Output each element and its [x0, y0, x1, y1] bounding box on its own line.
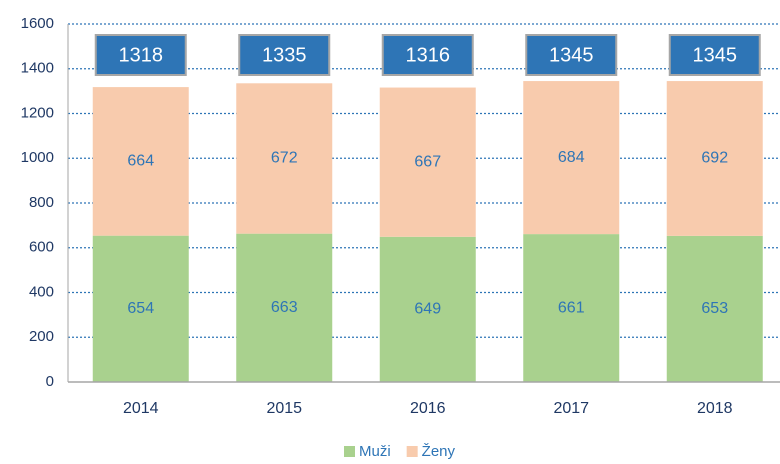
total-box — [668, 34, 761, 76]
bar-segment — [523, 81, 620, 235]
data-label: 664 — [127, 153, 154, 170]
total-label: 1318 — [119, 44, 164, 66]
legend-swatch — [344, 446, 355, 457]
data-label: 667 — [414, 153, 441, 170]
total-box — [238, 34, 331, 76]
x-tick-label: 2015 — [266, 400, 302, 417]
x-tick-label: 2017 — [553, 400, 589, 417]
bar-segment — [379, 87, 476, 237]
legend-label: Muži — [359, 443, 391, 460]
total-box — [94, 34, 187, 76]
bar-segment — [379, 236, 476, 382]
legend-swatch — [406, 446, 418, 457]
bar-segment — [523, 234, 620, 382]
bar-segment — [92, 235, 189, 382]
data-label: 661 — [558, 299, 585, 316]
bar-segment — [236, 83, 333, 234]
bar-segment — [666, 235, 763, 382]
y-tick-label: 600 — [29, 239, 54, 256]
x-tick-label: 2016 — [410, 400, 446, 417]
y-tick-label: 800 — [29, 194, 54, 211]
data-label: 684 — [558, 149, 585, 166]
bar-segment — [92, 87, 189, 236]
y-tick-label: 1000 — [21, 149, 54, 166]
legend-label: Ženy — [422, 443, 456, 460]
data-label: 672 — [271, 150, 298, 167]
data-label: 654 — [127, 300, 154, 317]
data-label: 649 — [414, 301, 441, 318]
total-label: 1335 — [262, 44, 307, 66]
data-label: 663 — [271, 299, 298, 316]
bar-segment — [236, 233, 333, 382]
y-tick-label: 0 — [46, 373, 54, 390]
data-label: 653 — [701, 300, 728, 317]
total-label: 1345 — [693, 44, 738, 66]
total-label: 1345 — [549, 44, 594, 66]
total-box — [381, 34, 474, 76]
bar-segment — [666, 81, 763, 236]
y-tick-label: 200 — [29, 328, 54, 345]
total-label: 1316 — [406, 44, 451, 66]
y-tick-label: 400 — [29, 283, 54, 300]
x-tick-label: 2014 — [123, 400, 159, 417]
total-box — [525, 34, 618, 76]
x-tick-label: 2018 — [697, 400, 733, 417]
y-tick-label: 1400 — [21, 60, 54, 77]
y-tick-label: 1600 — [21, 15, 54, 32]
data-label: 692 — [701, 150, 728, 167]
y-tick-label: 1200 — [21, 104, 54, 121]
